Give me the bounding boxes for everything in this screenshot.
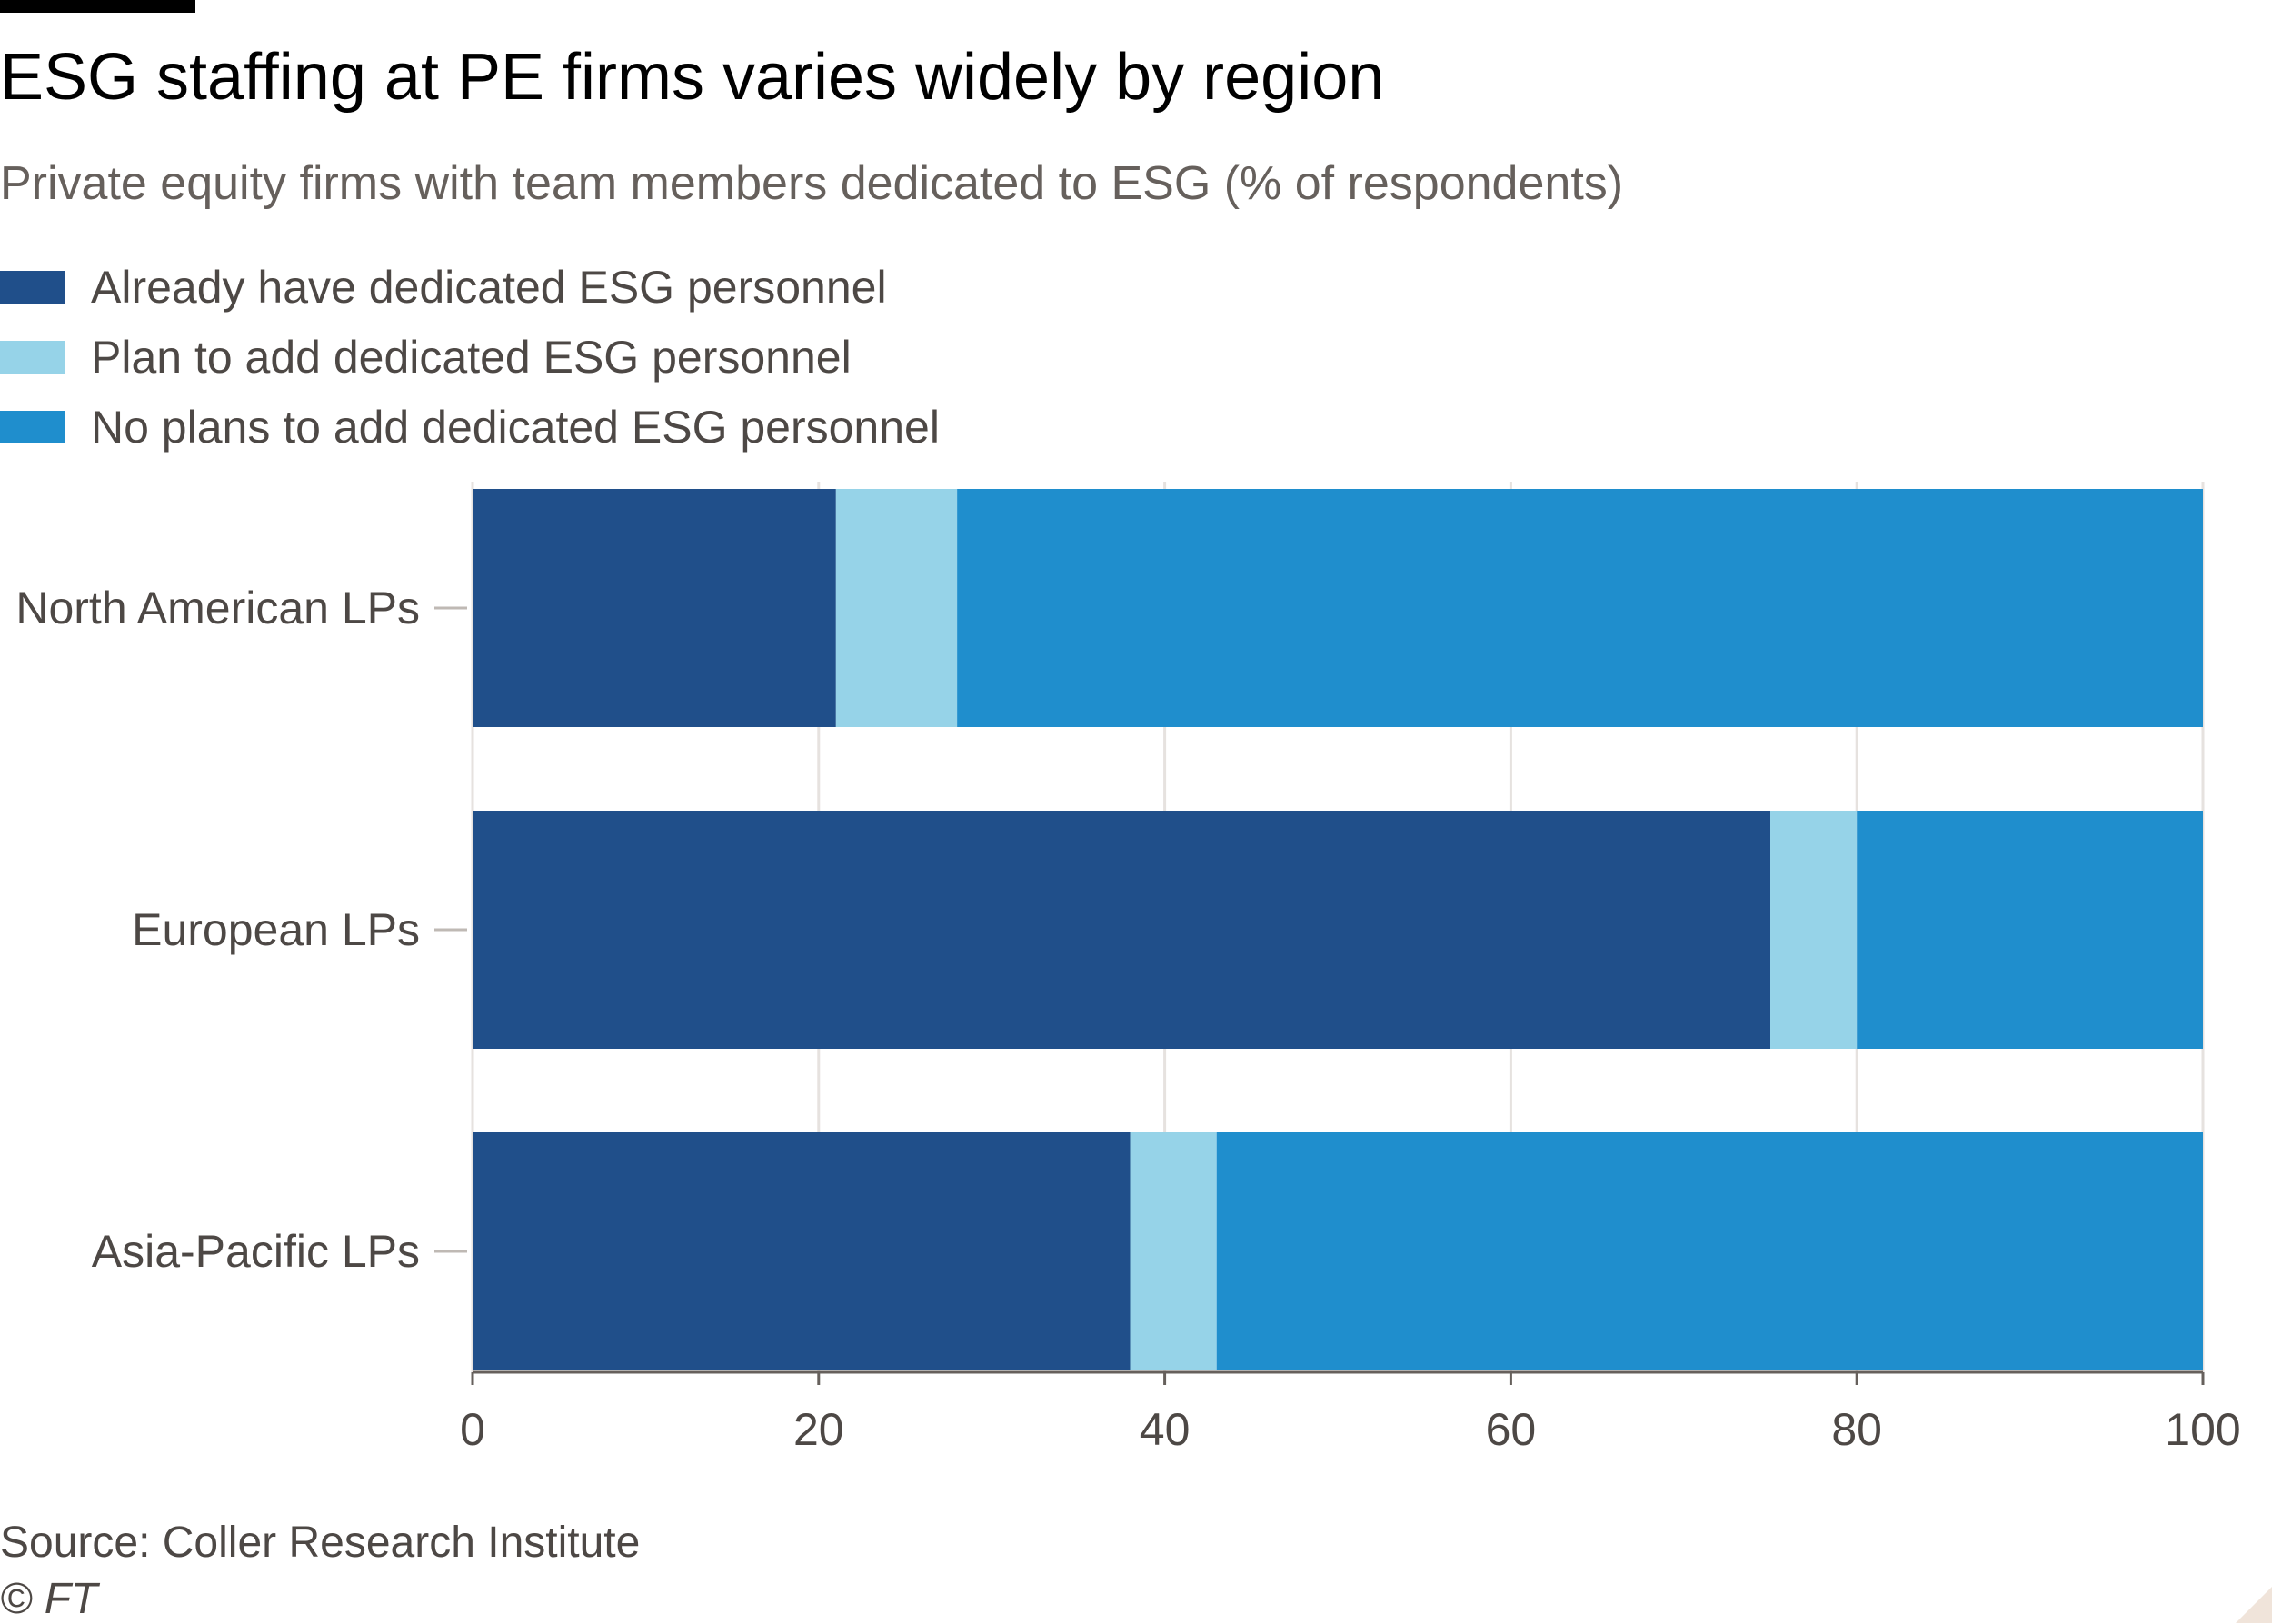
legend-swatch <box>0 411 65 443</box>
chart-subtitle: Private equity firms with team members d… <box>0 157 1624 210</box>
top-rule <box>0 0 195 13</box>
x-tick-label: 60 <box>1486 1404 1537 1455</box>
bar-segment <box>473 1132 1131 1370</box>
copyright: © FT <box>0 1575 98 1623</box>
bar-segment <box>1216 1132 2203 1370</box>
x-tick-label: 0 <box>460 1404 485 1455</box>
stacked-bar-chart: North American LPs European LPs Asia-Pacif… <box>15 482 2241 1455</box>
x-tick-label: 20 <box>793 1404 844 1455</box>
bar-segment <box>835 489 958 727</box>
category-label: Asia-Pacific LPs <box>92 1226 420 1277</box>
bar-segment <box>1857 811 2203 1049</box>
legend-label: No plans to add dedicated ESG personnel <box>91 402 940 453</box>
bar-segment <box>1770 811 1858 1049</box>
legend-label: Already have dedicated ESG personnel <box>91 262 887 313</box>
chart-title: ESG staffing at PE firms varies widely b… <box>0 41 1385 114</box>
bar-segment <box>1130 1132 1217 1370</box>
x-tick-label: 100 <box>2165 1404 2240 1455</box>
bar-segment <box>473 811 1770 1049</box>
corner-mark <box>2236 1587 2272 1623</box>
category-label: North American LPs <box>15 583 420 633</box>
legend-swatch <box>0 271 65 304</box>
source-note: Source: Coller Research Institute <box>0 1519 641 1567</box>
x-tick-label: 40 <box>1140 1404 1191 1455</box>
legend-label: Plan to add dedicated ESG personnel <box>91 332 852 383</box>
x-tick-label: 80 <box>1831 1404 1882 1455</box>
bar-segment <box>473 489 836 727</box>
bar-segment <box>957 489 2203 727</box>
legend-swatch <box>0 341 65 374</box>
category-label: European LPs <box>132 904 420 955</box>
